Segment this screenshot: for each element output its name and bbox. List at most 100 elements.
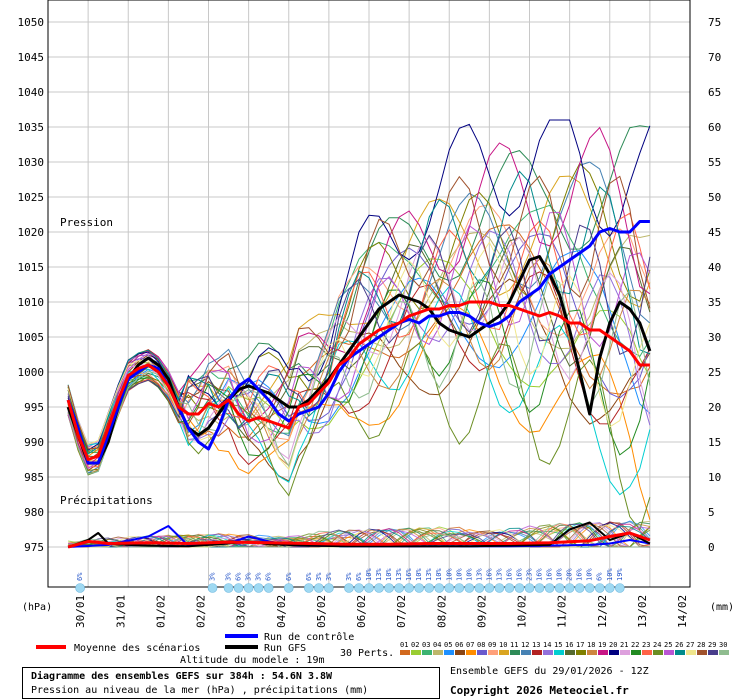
- snow-icon: [434, 583, 445, 593]
- snow-percent-label: 16%: [485, 568, 493, 581]
- x-tick-label: 02/02: [195, 595, 208, 628]
- snow-percent-label: 16%: [515, 568, 523, 581]
- member-number: 15: [554, 641, 562, 649]
- snow-percent-label: 6%: [235, 572, 243, 581]
- member-number: 30: [719, 641, 727, 649]
- snow-icon: [464, 583, 475, 593]
- member-number: 22: [631, 641, 639, 649]
- snow-icon: [394, 583, 404, 593]
- member-number: 21: [620, 641, 628, 649]
- member-number: 25: [664, 641, 672, 649]
- member-number: 10: [499, 641, 507, 649]
- member-color-swatch: [565, 650, 575, 655]
- member-line-28: [67, 175, 651, 450]
- member-number: 08: [477, 641, 485, 649]
- snow-icon: [314, 583, 324, 593]
- member-number: 09: [488, 641, 496, 649]
- member-number: 07: [466, 641, 474, 649]
- snow-percent-label: 10%: [465, 568, 473, 581]
- member-line-29: [67, 224, 651, 464]
- snow-icon: [574, 583, 585, 593]
- member-color-swatch: [598, 650, 608, 655]
- chart-subtitle: Pression au niveau de la mer (hPa) , pré…: [31, 685, 369, 696]
- right-axis-unit: (mm): [710, 602, 734, 613]
- snow-percent-label: 13%: [425, 568, 433, 581]
- member-number: 19: [598, 641, 606, 649]
- member-number: 12: [521, 641, 529, 649]
- snow-percent-label: 6%: [285, 572, 293, 581]
- snow-percent-label: 13%: [495, 568, 503, 581]
- x-tick-label: 03/02: [235, 595, 248, 628]
- snow-icon: [207, 583, 218, 593]
- right-tick-label: 70: [708, 51, 721, 64]
- x-tick-label: 01/02: [154, 595, 167, 628]
- left-tick-label: 985: [24, 471, 44, 484]
- member-line-01: [67, 224, 651, 453]
- legend-gfs-label: Run GFS: [264, 643, 306, 654]
- legend: Moyenne des scénarios Run de contrôleRun …: [36, 631, 729, 659]
- snow-icon: [584, 583, 595, 593]
- left-tick-label: 1020: [18, 226, 45, 239]
- x-tick-label: 05/02: [315, 595, 328, 628]
- member-color-swatch: [422, 650, 432, 655]
- x-tick-label: 30/01: [74, 595, 87, 628]
- member-color-swatch: [543, 650, 553, 655]
- snow-probability-row: 6% 3% 3% 6% 3% 3% 6% 6% 6% 3% 3% 3% 6% 10% 13% 10% 13% 16…: [75, 568, 625, 593]
- snow-percent-label: 3%: [315, 572, 323, 581]
- snow-percent-label: 6%: [305, 572, 313, 581]
- member-color-swatch: [444, 650, 454, 655]
- left-axis-unit: (hPa): [22, 602, 52, 613]
- x-tick-label: 14/02: [676, 595, 689, 628]
- snow-icon: [424, 583, 434, 593]
- right-tick-label: 75: [708, 16, 721, 29]
- right-tick-label: 0: [708, 541, 715, 554]
- snow-percent-label: 16%: [576, 568, 584, 581]
- snow-icon: [243, 583, 254, 593]
- member-number: 11: [510, 641, 518, 649]
- right-tick-label: 15: [708, 436, 721, 449]
- member-color-swatch: [521, 650, 531, 655]
- member-number: 28: [697, 641, 705, 649]
- precipitation-series: [67, 521, 651, 549]
- snow-icon: [404, 583, 414, 593]
- member-color-swatch: [554, 650, 564, 655]
- snow-icon: [514, 583, 525, 593]
- x-tick-label: 08/02: [435, 595, 448, 628]
- snow-percent-label: 16%: [546, 568, 554, 581]
- left-tick-label: 980: [24, 506, 44, 519]
- snow-percent-label: 10%: [556, 568, 564, 581]
- snow-percent-label: 6%: [355, 572, 363, 581]
- member-number: 13: [532, 641, 540, 649]
- member-number: 24: [653, 641, 661, 649]
- left-tick-label: 1030: [18, 156, 45, 169]
- snow-percent-label: 10%: [435, 568, 443, 581]
- snow-percent-label: 6%: [265, 572, 273, 581]
- member-number: 06: [455, 641, 463, 649]
- model-altitude: Altitude du modele : 19m: [180, 655, 325, 666]
- snow-icon: [614, 583, 625, 593]
- right-tick-label: 5: [708, 506, 715, 519]
- member-line-22: [67, 279, 651, 457]
- member-line-26: [67, 170, 651, 455]
- right-tick-label: 55: [708, 156, 721, 169]
- member-color-swatch: [620, 650, 630, 655]
- member-color-swatch: [642, 650, 652, 655]
- ensemble-run-label: Ensemble GEFS du 29/01/2026 - 12Z: [450, 666, 649, 677]
- member-number: 16: [565, 641, 573, 649]
- right-tick-label: 60: [708, 121, 721, 134]
- snow-icon: [504, 583, 515, 593]
- member-color-swatch: [576, 650, 586, 655]
- left-tick-label: 1045: [18, 51, 45, 64]
- snow-icon: [263, 583, 274, 593]
- snow-percent-label: 3%: [255, 572, 263, 581]
- snow-percent-label: 10%: [455, 568, 463, 581]
- snow-percent-label: 16%: [505, 568, 513, 581]
- snow-percent-label: 10%: [586, 568, 594, 581]
- x-tick-label: 04/02: [275, 595, 288, 628]
- snow-percent-label: 6%: [596, 572, 604, 581]
- x-tick-label: 12/02: [596, 595, 609, 628]
- member-line-23: [67, 212, 651, 468]
- snow-icon: [604, 583, 615, 593]
- snow-icon: [75, 583, 85, 593]
- pressure-label: Pression: [60, 216, 113, 229]
